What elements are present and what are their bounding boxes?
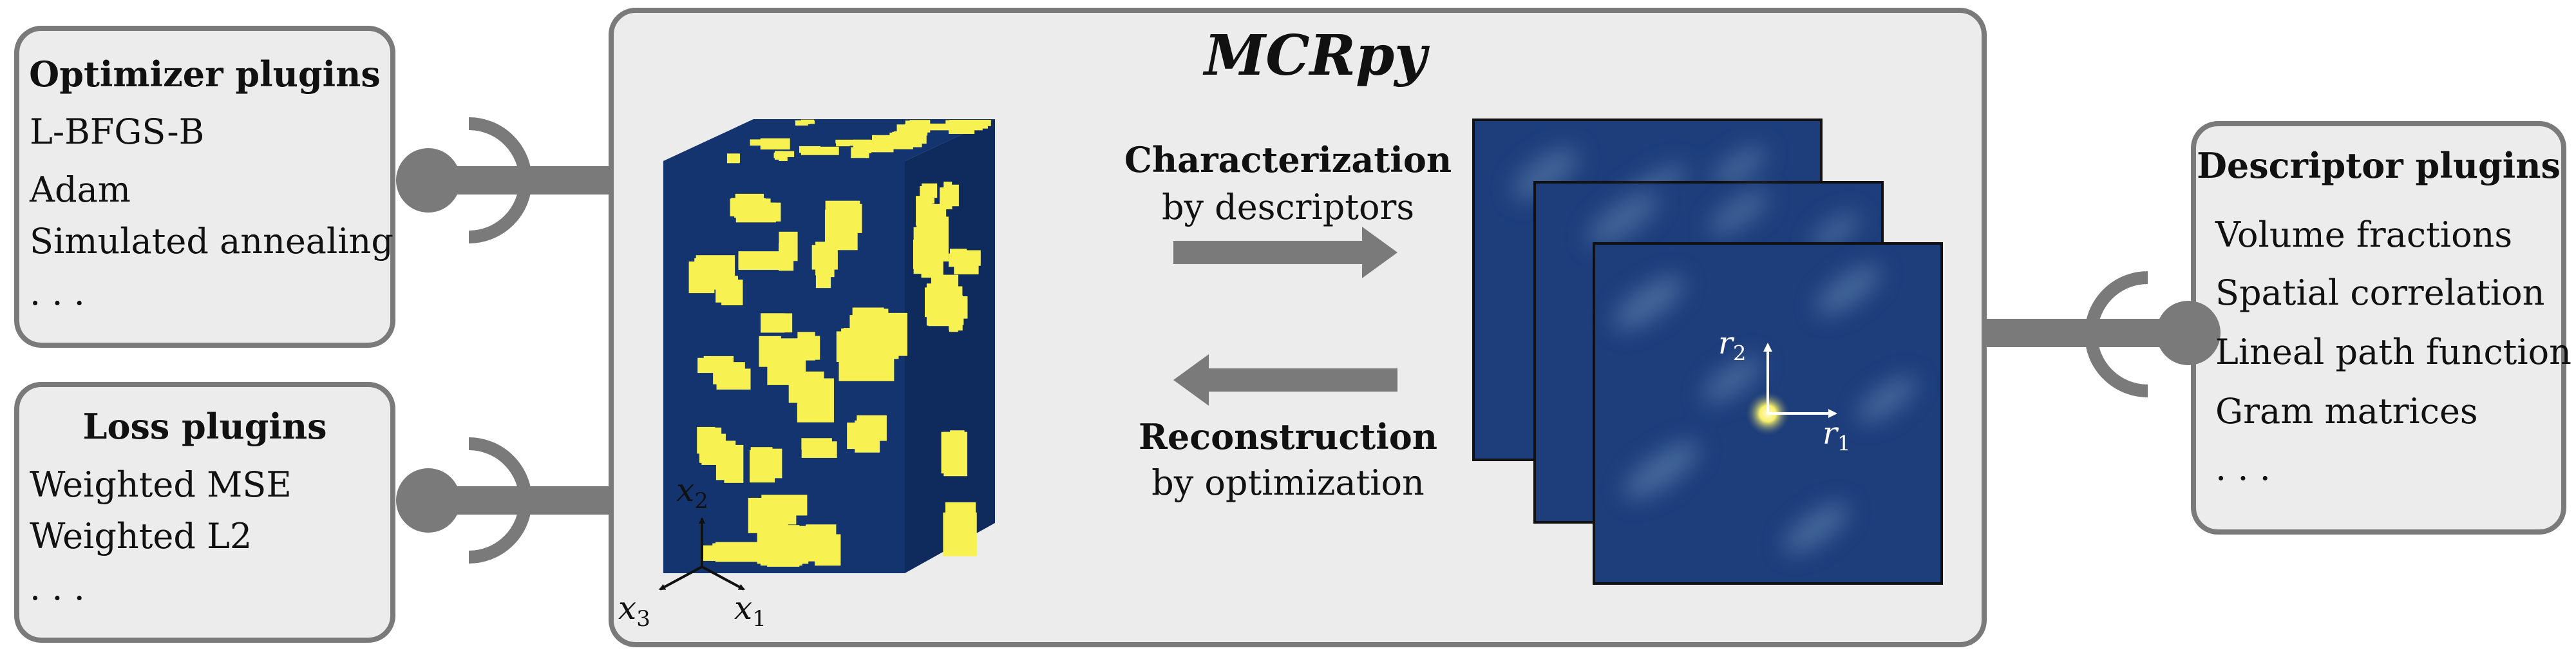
microstructure-cube (663, 119, 995, 573)
optimizer-item-simulated-annealing: Simulated annealing (30, 221, 393, 261)
axis-label-r2: r2 (1718, 325, 1747, 366)
axis-label-x1: x1 (734, 589, 766, 632)
loss-plugins-title: Loss plugins (82, 406, 327, 447)
inclusion-blob (738, 251, 790, 271)
inclusion-blob (799, 146, 839, 155)
inclusion-blob (851, 146, 872, 158)
axis-label-x2: x2 (676, 471, 708, 514)
characterization-sublabel: by descriptors (1161, 187, 1415, 227)
optimizer-item-lbfgsb: L-BFGS-B (30, 111, 205, 152)
cube-front-inclusions (688, 193, 907, 567)
characterization-arrow (1173, 227, 1397, 278)
descriptor-item-spatial-correlation: Spatial correlation (2215, 272, 2545, 313)
inclusion-blob (715, 276, 743, 306)
reconstruction-label: Reconstruction (1138, 416, 1438, 457)
inclusion-blob (824, 200, 862, 251)
inclusion-blob (797, 332, 820, 361)
axis-label-r1: r1 (1823, 415, 1851, 456)
inclusion-blob (945, 120, 991, 134)
descriptor-connector (1985, 271, 2221, 397)
descriptor-item-ellipsis: . . . (2215, 448, 2271, 488)
reconstruction-sublabel: by optimization (1151, 462, 1425, 503)
descriptor-item-gram-matrices: Gram matrices (2215, 391, 2478, 432)
loss-item-weighted-mse: Weighted MSE (30, 464, 292, 505)
cube-side-inclusions (913, 182, 981, 556)
descriptor-plugins-box (2191, 121, 2566, 535)
inclusion-blob (926, 304, 955, 326)
descriptor-plugins-title: Descriptor plugins (2197, 145, 2561, 186)
loss-plugins-box (14, 382, 395, 643)
inclusion-blob (688, 255, 735, 294)
inclusion-blob (872, 135, 902, 142)
inclusion-blob (896, 124, 928, 141)
inclusion-blob (811, 242, 838, 289)
inclusion-blob (748, 495, 808, 533)
inclusion-blob (804, 524, 841, 566)
inclusion-blob (730, 198, 771, 216)
inclusion-blob (847, 415, 887, 453)
inclusion-blob (920, 204, 949, 261)
inclusion-blob (795, 119, 815, 126)
inclusion-blob (726, 153, 740, 164)
characterization-label: Characterization (1124, 139, 1452, 180)
axes-3d (659, 517, 745, 591)
page-title: MCRpy (1204, 23, 1427, 88)
inclusion-blob (788, 371, 834, 422)
loss-connector (396, 437, 611, 564)
descriptor-map-front (1593, 242, 1943, 585)
optimizer-item-adam: Adam (30, 169, 131, 210)
inclusion-blob (941, 430, 968, 477)
optimizer-plugins-box (14, 26, 395, 348)
inclusion-blob (701, 542, 762, 562)
inclusion-blob (949, 249, 981, 275)
inclusion-blob (750, 138, 790, 150)
inclusion-blob (940, 182, 959, 209)
loss-item-weighted-l2: Weighted L2 (30, 516, 252, 556)
cube-top-inclusions (726, 119, 991, 164)
inclusion-blob (943, 502, 977, 556)
axis-label-x3: x3 (618, 589, 650, 632)
optimizer-item-ellipsis: . . . (30, 272, 85, 313)
inclusion-blob (773, 151, 795, 162)
inclusion-blob (867, 140, 922, 153)
inclusion-blob (761, 313, 793, 333)
inclusion-blob (697, 426, 726, 465)
reconstruction-arrow (1173, 354, 1397, 406)
optimizer-plugins-title: Optimizer plugins (29, 53, 381, 95)
inclusion-blob (750, 447, 782, 483)
optimizer-connector (396, 117, 611, 243)
descriptor-item-volume-fractions: Volume fractions (2215, 214, 2513, 255)
descriptor-item-lineal-path-function: Lineal path function (2215, 332, 2571, 372)
inclusion-blob (835, 139, 858, 147)
inclusion-blob (713, 362, 751, 390)
inclusion-blob (801, 438, 837, 458)
loss-item-ellipsis: . . . (30, 567, 85, 608)
inclusion-blob (836, 328, 899, 381)
